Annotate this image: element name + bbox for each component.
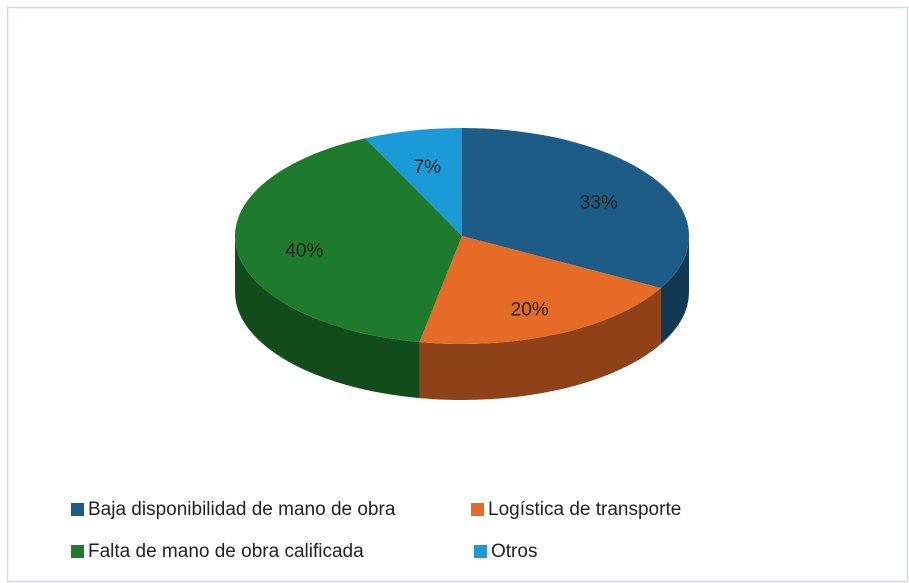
pie-side: [235, 236, 420, 399]
pie-side: [419, 288, 661, 400]
pie-slice: [462, 128, 690, 289]
legend: Baja disponibilidad de mano de obra Logís…: [71, 499, 681, 562]
pie-sides: [235, 236, 689, 400]
legend-label: Baja disponibilidad de mano de obra: [88, 499, 396, 520]
legend-swatch: [71, 503, 84, 516]
data-labels: 33% 20% 40% 7%: [285, 157, 618, 320]
data-label: 33%: [580, 193, 618, 214]
legend-label: Falta de mano de obra calificada: [88, 541, 364, 562]
legend-swatch: [71, 545, 84, 558]
data-label: 40%: [285, 240, 323, 261]
pie-slice: [234, 138, 462, 343]
data-label: 7%: [414, 157, 442, 178]
pie-slice: [419, 236, 661, 345]
legend-label: Otros: [491, 541, 537, 562]
pie-slice: [365, 128, 462, 236]
pie-tops: [234, 128, 690, 345]
legend-label: Logística de transporte: [488, 499, 681, 520]
legend-swatch: [471, 503, 484, 516]
legend-swatch: [474, 545, 487, 558]
data-label: 20%: [511, 299, 549, 320]
pie-side: [660, 236, 689, 345]
